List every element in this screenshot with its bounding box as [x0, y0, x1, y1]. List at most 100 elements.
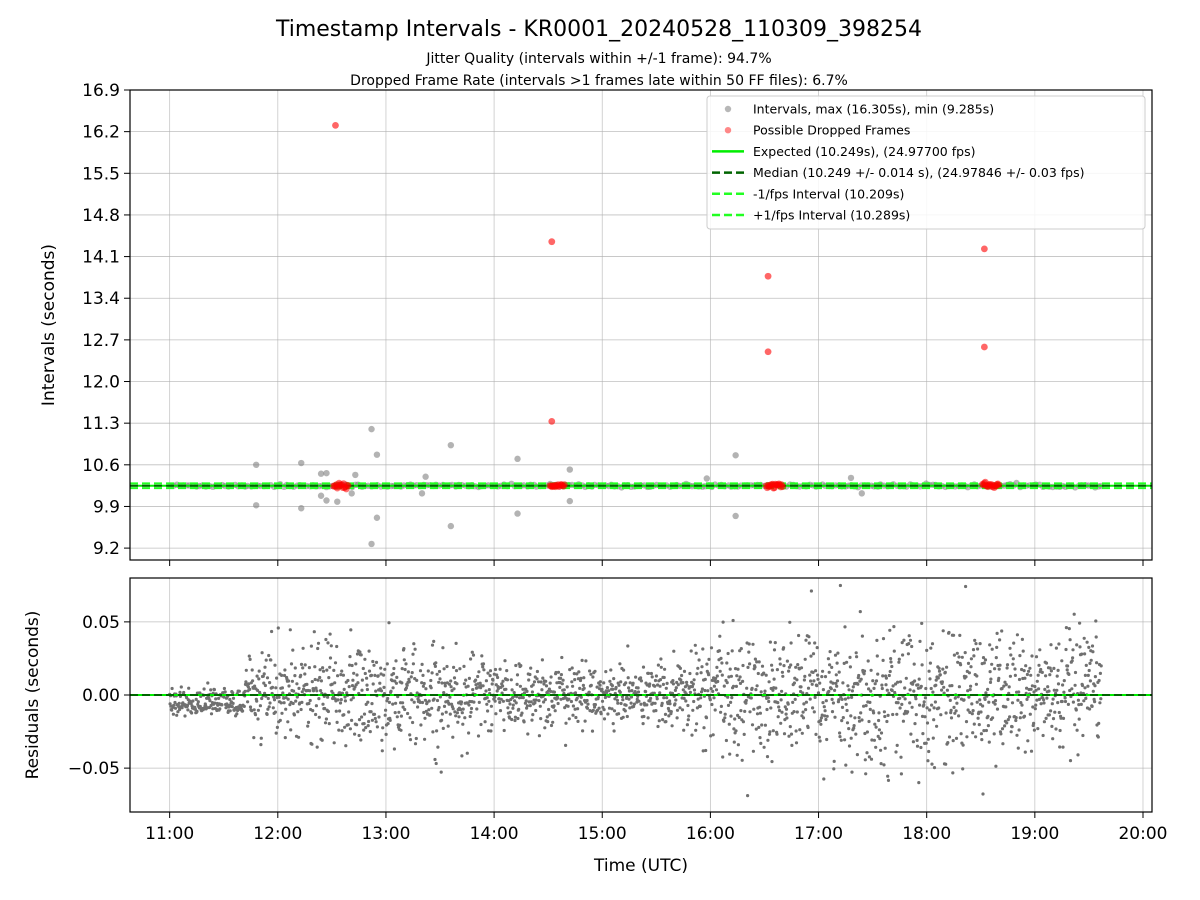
- residual-point: [346, 678, 350, 683]
- residual-point: [527, 678, 531, 682]
- residual-point: [837, 698, 841, 702]
- residual-point: [997, 667, 1001, 671]
- residual-point: [267, 653, 271, 658]
- residual-point: [659, 665, 663, 669]
- residual-point: [423, 716, 427, 720]
- residual-point: [502, 728, 506, 733]
- residual-point: [252, 708, 256, 712]
- residual-point: [976, 647, 980, 651]
- x-tick-label: 12:00: [253, 824, 302, 844]
- residual-point: [513, 718, 517, 723]
- residual-point: [704, 716, 709, 720]
- residual-point: [1042, 698, 1046, 702]
- residual-point: [569, 699, 574, 704]
- residual-point: [321, 666, 325, 670]
- residual-point: [810, 682, 814, 686]
- residual-point: [257, 677, 261, 681]
- residual-point: [492, 672, 496, 676]
- residual-point: [457, 715, 461, 719]
- interval-point: [298, 505, 305, 512]
- residual-point: [312, 630, 316, 634]
- residual-point: [770, 760, 774, 764]
- residual-point: [740, 758, 744, 762]
- residual-point: [904, 676, 908, 680]
- residual-point: [237, 689, 241, 693]
- residual-point: [1016, 698, 1020, 702]
- residual-point: [260, 696, 264, 701]
- residual-point: [1076, 698, 1080, 702]
- residual-point: [496, 687, 500, 691]
- residual-point: [804, 700, 809, 704]
- residual-point: [962, 698, 966, 702]
- residual-point: [255, 688, 260, 693]
- residual-point: [966, 661, 971, 666]
- residual-point: [1041, 733, 1045, 738]
- residual-point: [948, 698, 952, 703]
- residual-point: [721, 620, 725, 624]
- residual-point: [374, 720, 378, 724]
- residual-point: [330, 682, 334, 686]
- residual-point: [724, 738, 729, 743]
- residual-point: [988, 643, 992, 647]
- residual-point: [913, 679, 917, 683]
- residual-point: [182, 690, 186, 695]
- residual-point: [732, 727, 736, 731]
- y-tick-label: 12.7: [82, 331, 120, 351]
- interval-point: [566, 466, 574, 473]
- residual-point: [787, 734, 791, 738]
- residual-point: [920, 714, 925, 719]
- residual-point: [809, 679, 813, 683]
- residual-point: [208, 699, 212, 703]
- residual-point: [172, 703, 176, 707]
- residual-point: [625, 714, 629, 719]
- residual-point: [868, 707, 872, 712]
- residual-point: [804, 638, 808, 642]
- residual-point: [1044, 674, 1048, 678]
- residual-point: [674, 686, 678, 690]
- residual-point: [540, 658, 545, 662]
- residual-point: [798, 728, 802, 732]
- legend-label: Expected (10.249s), (24.97700 fps): [753, 144, 975, 159]
- residual-point: [571, 704, 576, 708]
- residual-point: [178, 690, 182, 695]
- residual-point: [655, 697, 659, 701]
- residual-point: [1037, 687, 1041, 691]
- residual-point: [873, 682, 877, 686]
- residual-point: [460, 754, 464, 758]
- residual-point: [1025, 697, 1029, 702]
- residual-point: [984, 728, 989, 733]
- residual-point: [991, 716, 995, 720]
- residual-point: [418, 669, 423, 673]
- residual-point: [847, 688, 851, 692]
- residual-point: [1034, 703, 1038, 707]
- residual-point: [673, 688, 678, 693]
- residual-point: [778, 657, 782, 661]
- residual-point: [511, 703, 515, 707]
- residual-point: [815, 684, 819, 688]
- residual-point: [850, 770, 854, 774]
- residual-point: [776, 715, 780, 719]
- residual-point: [355, 652, 360, 656]
- residual-point: [393, 711, 397, 715]
- residual-point: [681, 681, 685, 685]
- residual-point: [818, 681, 822, 685]
- residual-point: [1008, 674, 1013, 678]
- residual-point: [402, 647, 406, 651]
- interval-point: [447, 522, 455, 530]
- residual-point: [767, 699, 771, 704]
- residual-point: [964, 720, 969, 724]
- residual-point: [321, 702, 325, 706]
- residual-point: [729, 674, 734, 678]
- residual-point: [605, 686, 610, 690]
- residual-point: [672, 649, 676, 653]
- residual-point: [438, 695, 442, 699]
- residual-point: [995, 645, 999, 650]
- residual-point: [1079, 702, 1083, 707]
- residual-point: [365, 687, 369, 692]
- residual-point: [350, 718, 354, 723]
- residual-point: [867, 755, 872, 759]
- residual-point: [326, 695, 330, 699]
- residual-point: [711, 733, 715, 737]
- residual-point: [750, 686, 754, 691]
